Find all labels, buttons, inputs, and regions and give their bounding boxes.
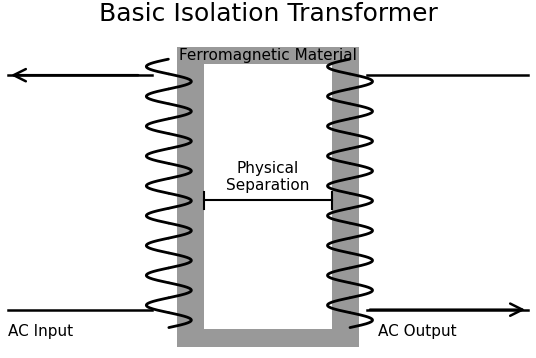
Bar	[177, 47, 359, 347]
Text: Physical
Separation: Physical Separation	[226, 161, 310, 193]
Text: AC Output: AC Output	[378, 324, 457, 339]
Text: Ferromagnetic Material: Ferromagnetic Material	[179, 48, 357, 63]
Text: Basic Isolation Transformer: Basic Isolation Transformer	[99, 2, 437, 26]
Bar	[204, 64, 332, 329]
Text: AC Input: AC Input	[8, 324, 73, 339]
